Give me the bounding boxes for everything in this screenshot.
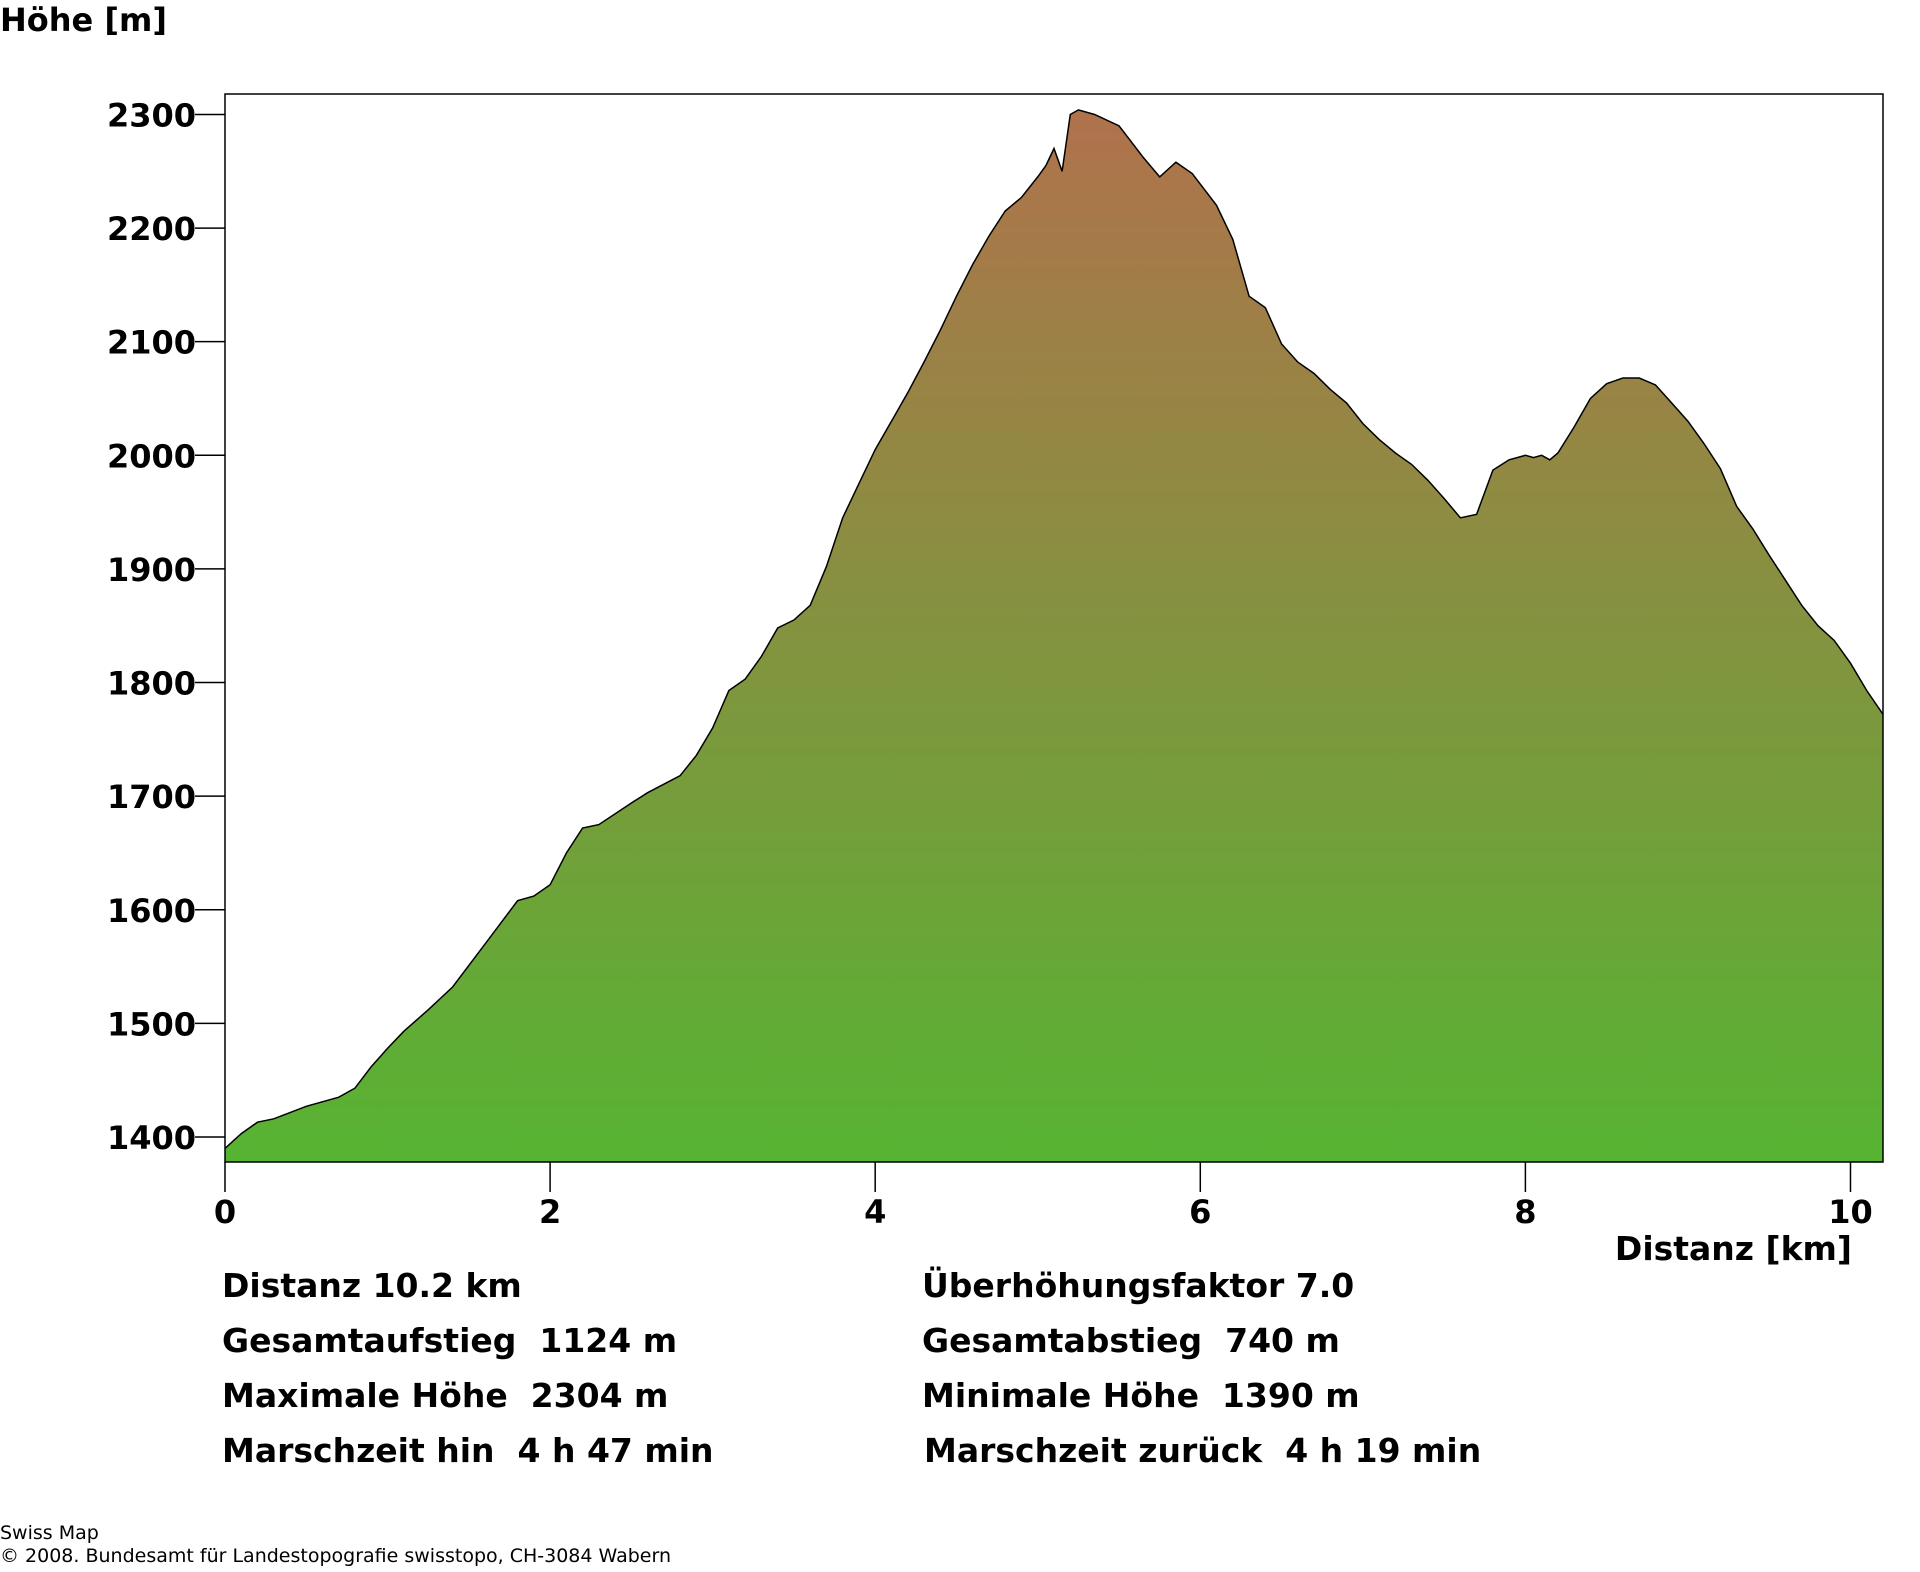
y-tick-label-1600: 1600 — [107, 892, 196, 930]
x-tick-label-0: 0 — [214, 1193, 236, 1231]
x-tick-label-8: 8 — [1514, 1193, 1536, 1231]
y-tick-label-1900: 1900 — [107, 551, 196, 589]
stat-walking-time-out: Marschzeit hin 4 h 47 min — [222, 1431, 714, 1470]
x-tick-label-2: 2 — [539, 1193, 561, 1231]
plot-frame — [224, 93, 1884, 1163]
y-tick-label-2200: 2200 — [107, 210, 196, 248]
elevation-line — [224, 109, 1884, 1149]
footer-title: Swiss Map — [0, 1522, 99, 1544]
x-tick-label-4: 4 — [864, 1193, 886, 1231]
y-tick-label-1700: 1700 — [107, 778, 196, 816]
y-tick-label-1800: 1800 — [107, 665, 196, 703]
y-tick-label-2300: 2300 — [107, 96, 196, 134]
y-tick-label-1400: 1400 — [107, 1119, 196, 1157]
stat-total-ascent: Gesamtaufstieg 1124 m — [222, 1321, 678, 1360]
y-tick-label-2000: 2000 — [107, 437, 196, 475]
footer-copyright: © 2008. Bundesamt für Landestopografie s… — [0, 1545, 671, 1567]
stat-max-elevation: Maximale Höhe 2304 m — [222, 1376, 669, 1415]
y-axis-label: Höhe [m] — [0, 1, 167, 39]
y-tick-label-1500: 1500 — [107, 1005, 196, 1043]
stat-walking-time-back: Marschzeit zurück 4 h 19 min — [924, 1431, 1482, 1470]
elevation-area — [225, 109, 1883, 1162]
stat-distance: Distanz 10.2 km — [222, 1266, 522, 1305]
stat-total-descent: Gesamtabstieg 740 m — [922, 1321, 1340, 1360]
x-tick-label-6: 6 — [1189, 1193, 1211, 1231]
x-tick-label-10: 10 — [1828, 1193, 1873, 1231]
stat-exaggeration-factor: Überhöhungsfaktor 7.0 — [922, 1266, 1355, 1305]
x-axis-label: Distanz [km] — [1615, 1229, 1852, 1268]
y-tick-label-2100: 2100 — [107, 324, 196, 362]
stat-min-elevation: Minimale Höhe 1390 m — [922, 1376, 1360, 1415]
